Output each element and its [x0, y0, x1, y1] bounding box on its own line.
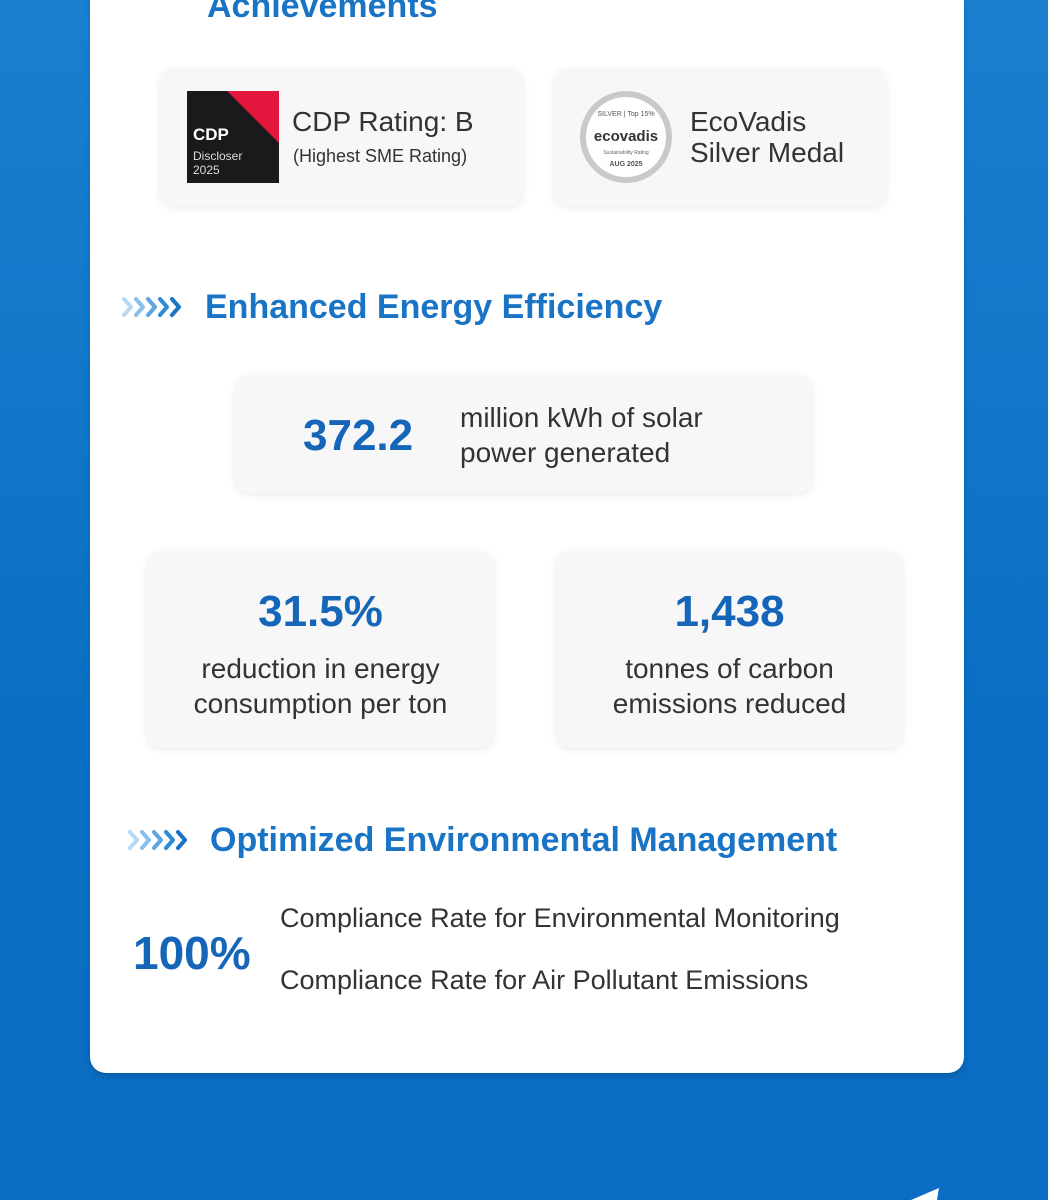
line: tonnes of carbon: [625, 653, 834, 684]
line: consumption per ton: [193, 688, 448, 719]
cdp-title: CDP Rating: B: [292, 106, 474, 137]
stat-text: million kWh of solar power generated: [460, 400, 703, 470]
medal-top: SILVER | Top 15%: [597, 111, 654, 118]
stat-tile: [556, 551, 903, 748]
line: reduction in energy: [201, 653, 440, 684]
chevrons: [122, 297, 181, 317]
badge-logo: CDP: [193, 125, 229, 144]
cdp-note: (Highest SME Rating): [293, 146, 468, 166]
stat-tile: [235, 375, 812, 493]
stat-text: tonnes of carbon emissions reduced: [556, 651, 903, 721]
chevrons: [128, 830, 187, 850]
line: million kWh of solar: [460, 402, 703, 433]
decoration: [911, 1188, 939, 1200]
stat-value: 372.2: [303, 411, 414, 460]
stat-value: 100%: [133, 927, 251, 979]
line: power generated: [460, 437, 671, 468]
medal-logo: ecovadis: [594, 128, 658, 145]
badge-label: Discloser: [193, 149, 242, 163]
stat-tile: [147, 551, 494, 748]
medal-label: Sustainability Rating: [603, 150, 649, 156]
line: EcoVadis: [690, 106, 807, 137]
line: Silver Medal: [690, 137, 845, 168]
chevrons: [118, 0, 198, 8]
compliance-item: Compliance Rate for Air Pollutant Emissi…: [280, 965, 809, 995]
cdp-badge: CDP Discloser 2025: [187, 91, 279, 183]
stat-value: 31.5%: [258, 587, 383, 636]
stat-text: reduction in energy consumption per ton: [147, 651, 494, 721]
section-title: Achievements: [207, 0, 438, 25]
section-title: Optimized Environmental Management: [210, 821, 838, 859]
ecovadis-medal: SILVER | Top 15% ecovadis Sustainability…: [580, 91, 672, 183]
section-title: Enhanced Energy Efficiency: [205, 288, 663, 326]
badge-year: 2025: [193, 163, 220, 177]
line: emissions reduced: [612, 688, 847, 719]
stat-value: 1,438: [674, 587, 785, 636]
medal-date: AUG 2025: [609, 161, 642, 168]
compliance-item: Compliance Rate for Environmental Monito…: [280, 903, 840, 933]
ecovadis-text: EcoVadis Silver Medal: [690, 106, 844, 168]
